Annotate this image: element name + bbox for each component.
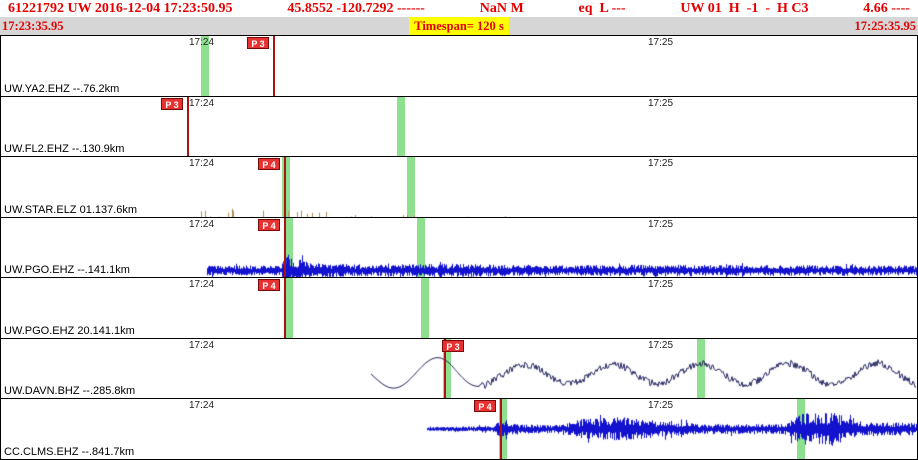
station-label: UW.YA2.EHZ --.76.2km <box>4 82 120 95</box>
event-coordinates: 45.8552 -120.7292 ------ <box>287 1 425 16</box>
channel-row-6[interactable]: 17:24 17:25 P 3 UW.DAVN.BHZ --.285.8km <box>0 337 918 399</box>
time-tick-label: 17:24 <box>189 218 215 230</box>
event-origin: 61221792 UW 2016-12-04 17:23:50.95 <box>8 1 233 16</box>
waveform-trace[interactable] <box>1 96 917 157</box>
time-tick-label: 17:25 <box>648 339 674 351</box>
window-start-time: 17:23:35.95 <box>2 19 64 33</box>
time-tick-label: 17:25 <box>648 218 674 230</box>
channel-row-3[interactable]: 17:24 17:25 P 4 UW.STAR.ELZ 01.137.6km <box>0 156 918 217</box>
pick-flag[interactable]: P 4 <box>258 279 280 292</box>
waveform-trace[interactable] <box>1 36 917 96</box>
time-tick-label: 17:25 <box>648 158 674 170</box>
event-header: 61221792 UW 2016-12-04 17:23:50.95 45.85… <box>0 0 918 17</box>
time-tick-label: 17:24 <box>189 158 215 170</box>
station-label: CC.CLMS.EHZ --.841.7km <box>4 446 135 459</box>
pick-line[interactable] <box>273 36 275 96</box>
station-label: UW.PGO.EHZ --.141.1km <box>4 264 130 277</box>
pick-flag[interactable]: P 3 <box>247 37 269 49</box>
waveform-trace[interactable] <box>1 157 917 217</box>
time-tick-label: 17:25 <box>648 97 674 109</box>
pick-line[interactable] <box>284 278 286 338</box>
event-flags: UW 01 H -1 - H C3 <box>680 1 809 16</box>
channel-row-2[interactable]: 17:24 17:25 P 3 UW.FL2.EHZ --.130.9km <box>0 95 918 157</box>
station-label: UW.FL2.EHZ --.130.9km <box>4 143 125 156</box>
channel-row-5[interactable]: 17:24 17:25 P 4 UW.PGO.EHZ 20.141.1km <box>0 277 918 338</box>
time-tick-label: 17:25 <box>648 279 674 291</box>
window-end-time: 17:25:35.95 <box>854 19 916 33</box>
station-label: UW.PGO.EHZ 20.141.1km <box>4 324 135 337</box>
waveform-panel: 17:24 17:25 P 3 UW.YA2.EHZ --.76.2km 17:24 17… <box>0 35 918 460</box>
pick-line[interactable] <box>284 217 286 278</box>
channel-row-7[interactable]: 17:24 17:25 P 4 CC.CLMS.EHZ --.841.7km <box>0 398 918 460</box>
pick-line[interactable] <box>284 157 286 217</box>
time-tick-label: 17:24 <box>189 37 215 48</box>
pick-line[interactable] <box>500 399 502 460</box>
waveform-trace[interactable] <box>1 399 917 460</box>
pick-flag[interactable]: P 4 <box>258 218 280 231</box>
event-misc-value: 4.66 ---- <box>863 1 910 16</box>
channel-row-4[interactable]: 17:24 17:25 P 4 UW.PGO.EHZ --.141.1km <box>0 216 918 278</box>
time-tick-label: 17:24 <box>189 339 215 351</box>
channel-row-1[interactable]: 17:24 17:25 P 3 UW.YA2.EHZ --.76.2km <box>0 35 918 96</box>
event-magnitude: NaN M <box>479 1 524 16</box>
pick-flag[interactable]: P 4 <box>258 158 280 171</box>
time-tick-label: 17:24 <box>189 279 215 291</box>
pick-flag[interactable]: P 4 <box>474 400 496 413</box>
event-type: eq L --- <box>578 1 626 16</box>
station-label: UW.STAR.ELZ 01.137.6km <box>4 203 138 216</box>
time-tick-label: 17:24 <box>189 400 215 412</box>
pick-flag[interactable]: P 3 <box>442 339 464 352</box>
time-tick-label: 17:25 <box>648 37 674 48</box>
time-window-bar: 17:23:35.95 Timespan= 120 s 17:25:35.95 <box>0 17 918 35</box>
pick-flag[interactable]: P 3 <box>161 97 183 110</box>
station-label: UW.DAVN.BHZ --.285.8km <box>4 385 136 398</box>
time-tick-label: 17:25 <box>648 400 674 412</box>
pick-line[interactable] <box>444 338 446 399</box>
waveform-trace[interactable] <box>1 278 917 338</box>
time-tick-label: 17:24 <box>189 97 215 109</box>
waveform-trace[interactable] <box>1 217 917 278</box>
pick-line[interactable] <box>187 96 189 157</box>
timespan-label: Timespan= 120 s <box>409 17 509 35</box>
